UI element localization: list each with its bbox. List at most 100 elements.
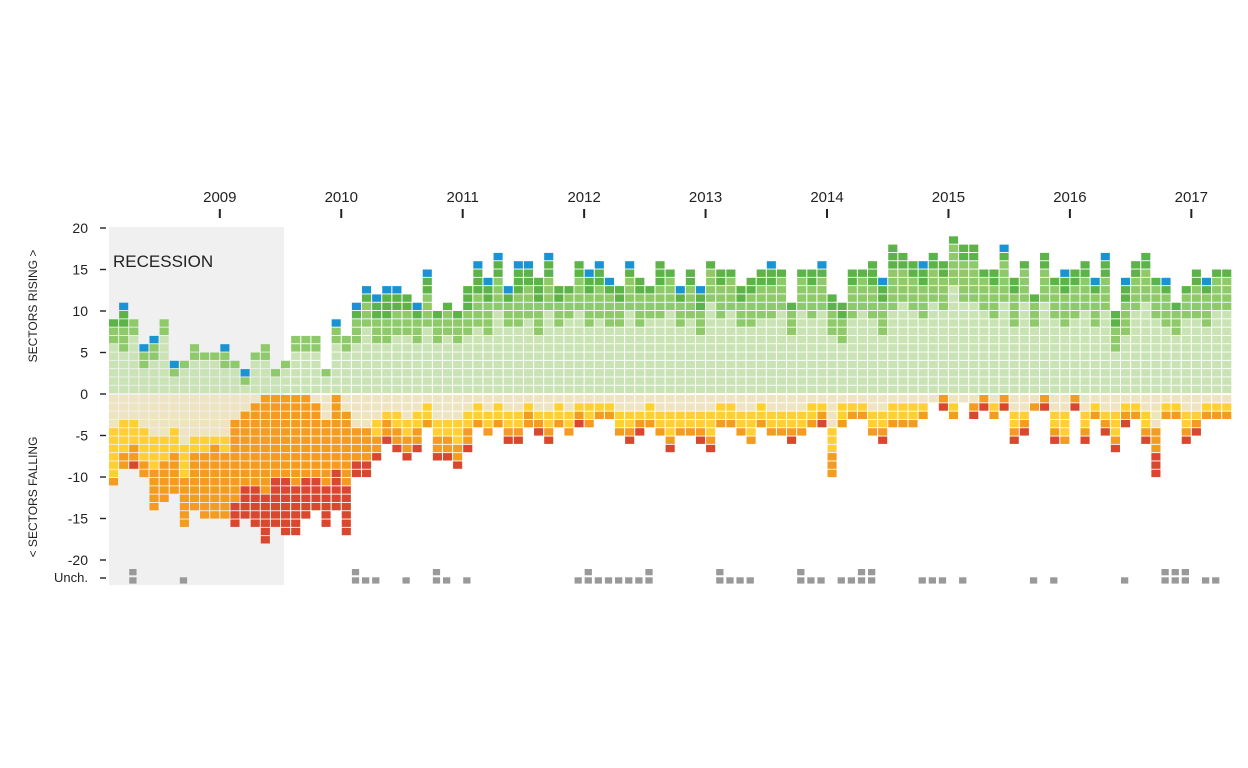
falling-cell [260, 411, 270, 419]
falling-cell [240, 502, 250, 511]
rising-cell [1181, 360, 1191, 369]
rising-cell [1151, 360, 1161, 369]
rising-cell [1201, 311, 1212, 319]
rising-cell [716, 335, 726, 344]
rising-cell [898, 302, 908, 311]
falling-cell [463, 403, 473, 411]
rising-cell [756, 311, 766, 319]
rising-cell [1131, 377, 1141, 385]
rising-cell [382, 335, 392, 344]
rising-cell [878, 294, 888, 302]
rising-cell [908, 377, 918, 385]
falling-cell [503, 403, 513, 411]
falling-cell [362, 453, 372, 461]
falling-cell [746, 403, 756, 411]
x-tick-label: 2017 [1175, 189, 1208, 206]
rising-cell [1019, 352, 1029, 360]
rising-cell [463, 335, 473, 344]
rising-cell [675, 369, 685, 377]
falling-cell [362, 461, 372, 469]
rising-cell [1080, 344, 1090, 352]
falling-cell [827, 461, 837, 469]
rising-cell [493, 302, 503, 311]
rising-cell [645, 369, 655, 377]
falling-cell [301, 395, 311, 403]
falling-cell [675, 395, 685, 403]
rising-cell [817, 344, 827, 352]
rising-cell [928, 286, 938, 294]
rising-cell [453, 352, 463, 360]
falling-cell [1060, 428, 1070, 436]
rising-cell [260, 377, 270, 385]
unchanged-cell [726, 577, 734, 584]
falling-cell [432, 395, 442, 403]
rising-cell [544, 277, 554, 286]
rising-cell [695, 360, 706, 369]
rising-cell [1151, 377, 1161, 385]
rising-cell [422, 352, 432, 360]
rising-cell [665, 377, 675, 385]
falling-cell [119, 419, 129, 428]
falling-cell [281, 511, 291, 519]
rising-cell [938, 335, 948, 344]
falling-cell [291, 461, 301, 469]
rising-cell [1009, 286, 1019, 294]
rising-cell [554, 385, 564, 394]
rising-cell [635, 385, 645, 394]
falling-cell [695, 436, 706, 444]
falling-cell [1070, 403, 1080, 411]
rising-cell [766, 294, 776, 302]
falling-cell [817, 419, 827, 428]
rising-cell [938, 369, 948, 377]
rising-cell [372, 319, 382, 327]
falling-cell [159, 419, 169, 428]
rising-cell [938, 269, 948, 277]
rising-cell [615, 319, 625, 327]
rising-cell [756, 277, 766, 286]
rising-cell [1090, 352, 1100, 360]
rising-cell [979, 335, 989, 344]
rising-cell [888, 377, 898, 385]
rising-cell [584, 319, 594, 327]
rising-cell [959, 294, 969, 302]
falling-cell [281, 461, 291, 469]
rising-cell [1121, 286, 1131, 294]
rising-cell [1019, 344, 1029, 352]
rising-cell [1050, 319, 1060, 327]
falling-cell [1151, 411, 1161, 419]
rising-cell [513, 385, 523, 394]
falling-cell [513, 428, 523, 436]
rising-cell [959, 385, 969, 394]
rising-cell [706, 344, 716, 352]
falling-cell [250, 395, 260, 403]
unchanged-cell [868, 577, 876, 584]
rising-cell [999, 294, 1009, 302]
rising-cell [1212, 352, 1222, 360]
rising-cell [817, 377, 827, 385]
rising-cell [1131, 335, 1141, 344]
rising-cell [746, 335, 756, 344]
falling-cell [220, 411, 230, 419]
rising-cell [473, 269, 483, 277]
rising-cell [1151, 277, 1161, 286]
rising-cell [463, 344, 473, 352]
falling-cell [513, 395, 523, 403]
falling-cell [1050, 395, 1060, 403]
rising-cell [625, 369, 635, 377]
rising-cell [989, 385, 999, 394]
falling-cell [260, 478, 270, 486]
rising-cell [109, 344, 119, 352]
rising-cell [807, 369, 817, 377]
falling-cell [868, 395, 878, 403]
rising-cell [179, 385, 189, 394]
falling-cell [159, 453, 169, 461]
rising-cell [878, 277, 888, 286]
unchanged-cell [604, 577, 613, 584]
falling-cell [1019, 395, 1029, 403]
rising-cell [109, 385, 119, 394]
falling-cell [341, 395, 351, 403]
y-tick-label: 10 [72, 303, 88, 319]
rising-cell [463, 302, 473, 311]
rising-cell [1070, 335, 1080, 344]
rising-cell [534, 277, 544, 286]
